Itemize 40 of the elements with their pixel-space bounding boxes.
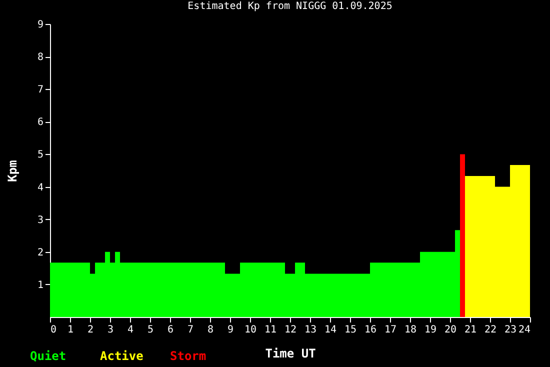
text: Storm [170, 349, 206, 363]
y-tick-label: 9 [37, 20, 44, 30]
x-tick-label: 11 [264, 324, 277, 336]
x-tick-label: 4 [127, 324, 134, 336]
x-tick-label: 17 [384, 324, 397, 336]
x-tick-label: 1 [67, 324, 74, 336]
x-tick-label: 21 [464, 324, 477, 336]
y-tick-label: 3 [37, 214, 44, 226]
x-tick-label: 22 [484, 324, 497, 336]
x-tick-label: 20 [444, 324, 457, 336]
chart-title: Estimated Kp from NIGGG 01.09.2025 [188, 1, 392, 12]
x-tick-label: 16 [364, 324, 377, 336]
x-tick-label: 13 [304, 324, 317, 336]
x-tick-label: 3 [107, 324, 114, 336]
x-tick-label: 10 [244, 324, 257, 336]
x-tick-label: 5 [147, 324, 154, 336]
text: Active [100, 349, 144, 363]
x-tick-label: 24 [518, 324, 530, 336]
x-tick-label: 19 [424, 324, 437, 336]
x-tick-label: 23 [504, 324, 517, 336]
y-tick-label: 7 [37, 84, 44, 96]
x-tick-label: 8 [207, 324, 214, 336]
x-tick-label: 6 [167, 324, 174, 336]
y-tick-label: 8 [37, 52, 44, 64]
x-tick-label: 15 [344, 324, 357, 336]
x-tick-label: 12 [284, 324, 297, 336]
y-tick-label: 2 [37, 247, 44, 258]
x-tick-label: 7 [187, 324, 194, 336]
y-axis-title: Kpm [5, 160, 20, 182]
x-axis-title: Time UT [265, 346, 316, 360]
x-tick-label: 2 [87, 324, 94, 336]
x-tick-label: 14 [324, 324, 337, 336]
y-tick-label: 5 [37, 150, 44, 161]
y-tick-label: 6 [37, 117, 44, 128]
y-tick-label: 4 [37, 182, 44, 194]
x-tick-label: 0 [50, 324, 57, 336]
x-tick-label: 9 [227, 324, 234, 336]
y-tick-label: 1 [37, 280, 44, 291]
text: Quiet [30, 349, 66, 363]
x-tick-label: 18 [404, 324, 417, 336]
